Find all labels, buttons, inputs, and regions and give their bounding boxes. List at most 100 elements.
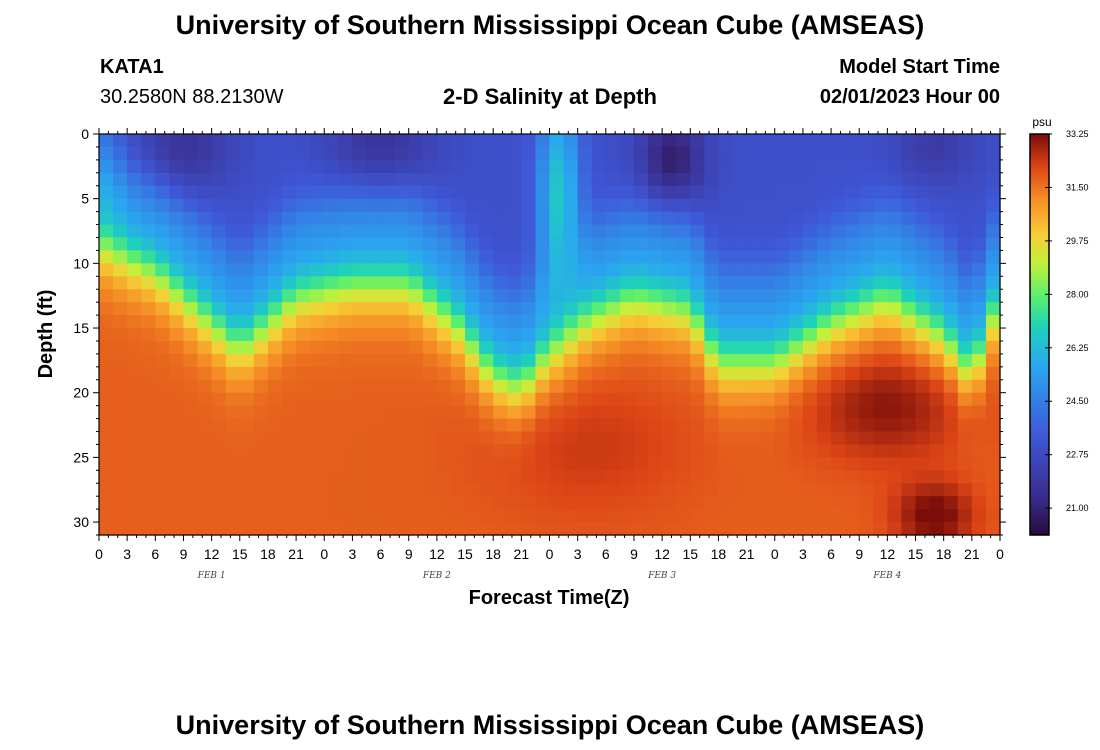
heatmap-cell bbox=[211, 237, 227, 252]
heatmap-cell bbox=[436, 522, 452, 536]
heatmap-cell bbox=[943, 457, 959, 471]
heatmap-cell bbox=[352, 522, 368, 536]
heatmap-cell bbox=[141, 431, 156, 446]
heatmap-cell bbox=[563, 146, 579, 161]
heatmap-cell bbox=[408, 509, 424, 523]
heatmap-cell bbox=[845, 470, 860, 484]
heatmap-cell bbox=[267, 172, 283, 187]
heatmap-cell bbox=[169, 418, 185, 433]
heatmap-cell bbox=[211, 172, 227, 187]
heatmap-cell bbox=[521, 185, 537, 200]
heatmap-cell bbox=[929, 198, 945, 213]
heatmap-cell bbox=[760, 211, 776, 226]
heatmap-cell bbox=[816, 405, 832, 420]
heatmap-cell bbox=[169, 522, 185, 536]
heatmap-cell bbox=[380, 353, 396, 368]
heatmap-cell bbox=[113, 172, 128, 187]
heatmap-cell bbox=[985, 315, 1001, 329]
heatmap-cell bbox=[774, 353, 790, 368]
heatmap-cell bbox=[225, 366, 241, 381]
heatmap-cell bbox=[352, 431, 368, 446]
heatmap-cell bbox=[605, 159, 621, 174]
heatmap-cell bbox=[465, 353, 480, 368]
heatmap-cell bbox=[957, 470, 973, 484]
heatmap-cell bbox=[816, 302, 832, 316]
heatmap-cell bbox=[183, 263, 199, 277]
heatmap-cell bbox=[113, 159, 128, 174]
heatmap-cell bbox=[704, 224, 720, 239]
heatmap-cell bbox=[577, 444, 593, 458]
heatmap-cell bbox=[845, 340, 860, 355]
heatmap-cell bbox=[732, 418, 748, 433]
heatmap-cell bbox=[619, 496, 635, 510]
heatmap-cell bbox=[239, 444, 255, 458]
heatmap-cell bbox=[549, 457, 565, 471]
heatmap-cell bbox=[535, 340, 551, 355]
heatmap-cell bbox=[985, 340, 1001, 355]
heatmap-cell bbox=[943, 276, 959, 290]
heatmap-cell bbox=[633, 289, 649, 303]
heatmap-cell bbox=[788, 496, 804, 510]
heatmap-cell bbox=[507, 457, 522, 471]
heatmap-cell bbox=[943, 405, 959, 420]
heatmap-cell bbox=[141, 134, 156, 148]
heatmap-cell bbox=[788, 522, 804, 536]
heatmap-cell bbox=[732, 366, 748, 381]
heatmap-cell bbox=[577, 159, 593, 174]
heatmap-cell bbox=[971, 211, 987, 226]
heatmap-cell bbox=[985, 289, 1001, 303]
heatmap-cell bbox=[577, 457, 593, 471]
heatmap-cell bbox=[282, 405, 297, 420]
heatmap-cell bbox=[408, 418, 424, 433]
heatmap-cell bbox=[619, 237, 635, 252]
heatmap-cell bbox=[619, 457, 635, 471]
heatmap-cell bbox=[901, 315, 917, 329]
heatmap-cell bbox=[408, 379, 424, 394]
heatmap-cell bbox=[450, 444, 466, 458]
heatmap-cell bbox=[802, 263, 818, 277]
heatmap-cell bbox=[310, 522, 325, 536]
heatmap-cell bbox=[605, 418, 621, 433]
day-label: FEB 2 bbox=[422, 571, 451, 581]
heatmap-cell bbox=[155, 263, 170, 277]
heatmap-cell bbox=[648, 315, 663, 329]
heatmap-cell bbox=[296, 302, 311, 316]
heatmap-cell bbox=[169, 483, 185, 497]
heatmap-cell bbox=[324, 496, 339, 510]
heatmap-cell bbox=[338, 483, 354, 497]
heatmap-cell bbox=[282, 392, 297, 407]
heatmap-cell bbox=[718, 276, 734, 290]
heatmap-cell bbox=[746, 134, 762, 148]
heatmap-cell bbox=[99, 250, 114, 264]
x-axis-title: Forecast Time(Z) bbox=[469, 587, 630, 609]
heatmap-cell bbox=[282, 431, 297, 446]
heatmap-cell bbox=[915, 172, 931, 187]
heatmap-cell bbox=[901, 289, 917, 303]
x-tick-label: 21 bbox=[739, 546, 755, 562]
heatmap-cell bbox=[197, 379, 213, 394]
heatmap-cell bbox=[887, 509, 903, 523]
heatmap-cell bbox=[690, 496, 705, 510]
heatmap-cell bbox=[648, 405, 663, 420]
heatmap-cell bbox=[324, 328, 339, 342]
heatmap-cell bbox=[873, 457, 888, 471]
heatmap-cell bbox=[859, 146, 874, 161]
heatmap-cell bbox=[746, 496, 762, 510]
heatmap-cell bbox=[183, 340, 199, 355]
heatmap-cell bbox=[549, 418, 565, 433]
heatmap-cell bbox=[915, 483, 931, 497]
heatmap-cell bbox=[845, 392, 860, 407]
heatmap-cell bbox=[479, 159, 494, 174]
heatmap-cell bbox=[493, 315, 508, 329]
heatmap-cell bbox=[774, 496, 790, 510]
heatmap-cell bbox=[408, 444, 424, 458]
heatmap-cell bbox=[563, 302, 579, 316]
heatmap-cell bbox=[662, 237, 677, 252]
heatmap-cell bbox=[507, 353, 522, 368]
heatmap-cell bbox=[310, 198, 325, 213]
heatmap-cell bbox=[127, 405, 142, 420]
heatmap-cell bbox=[493, 444, 508, 458]
heatmap-cell bbox=[690, 289, 705, 303]
heatmap-cell bbox=[732, 457, 748, 471]
heatmap-cell bbox=[985, 134, 1001, 148]
